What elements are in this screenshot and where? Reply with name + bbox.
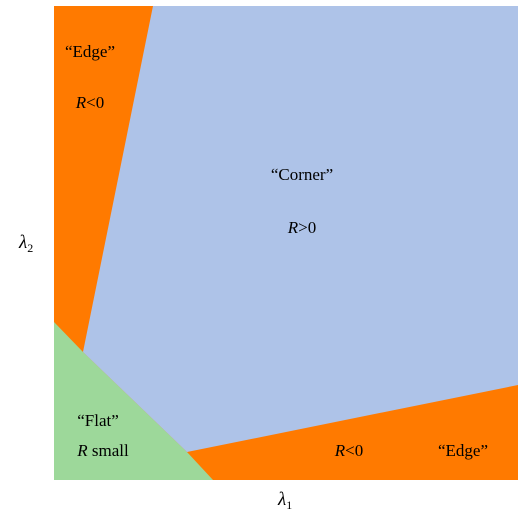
corner-rel: >0 xyxy=(298,218,316,237)
corner-condition: R>0 xyxy=(287,218,316,237)
flat-region xyxy=(54,322,213,480)
edge-bottom-var: R xyxy=(334,441,346,460)
edge-bottom-title: “Edge” xyxy=(438,441,488,460)
flat-rel: small xyxy=(88,441,129,460)
flat-condition: R small xyxy=(76,441,129,460)
edge-top-var: R xyxy=(75,93,87,112)
edge-region-top xyxy=(54,6,153,352)
corner-title: “Corner” xyxy=(271,165,333,184)
edge-top-title: “Edge” xyxy=(65,42,115,61)
edge-bottom-rel: <0 xyxy=(345,441,363,460)
flat-var: R xyxy=(76,441,88,460)
x-axis-symbol: λ xyxy=(277,489,286,510)
corner-var: R xyxy=(287,218,299,237)
corner-region xyxy=(83,6,518,452)
x-axis-subscript: 1 xyxy=(286,498,292,512)
y-axis-label: λ2 xyxy=(18,232,33,255)
edge-bottom-condition: R<0 xyxy=(334,441,363,460)
x-axis-label: λ1 xyxy=(277,489,292,512)
y-axis-subscript: 2 xyxy=(27,241,33,255)
flat-title: “Flat” xyxy=(77,411,119,430)
edge-top-condition: R<0 xyxy=(75,93,104,112)
edge-top-rel: <0 xyxy=(86,93,104,112)
y-axis-symbol: λ xyxy=(18,232,27,253)
